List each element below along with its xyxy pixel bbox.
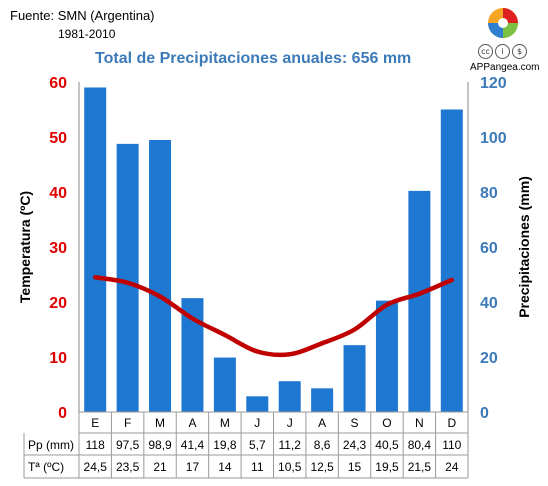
category-label: N: [415, 416, 424, 430]
right-tick-label: 60: [480, 240, 498, 257]
period-label: 1981-2010: [58, 27, 116, 41]
bar-1: [84, 87, 107, 412]
left-tick-label: 30: [49, 240, 67, 257]
bar-6: [246, 396, 269, 412]
chart-title: Total de Precipitaciones anuales: 656 mm: [95, 50, 412, 67]
puzzle-logo-icon: [488, 8, 518, 38]
table-cell: 19,5: [375, 460, 399, 474]
temperature-line: [92, 275, 455, 358]
table-cell: 11: [251, 460, 264, 474]
table-cell: 24: [445, 460, 459, 474]
table-row-label: Tª (ºC): [28, 460, 64, 474]
bar-12: [440, 109, 463, 412]
table-cell: 12,5: [310, 460, 334, 474]
table-cell: 11,2: [278, 438, 301, 452]
table-cell: 17: [186, 460, 200, 474]
bar-9: [343, 345, 366, 412]
left-tick-label: 20: [49, 295, 67, 312]
left-tick-label: 0: [58, 405, 67, 422]
nc-icon: $: [512, 44, 527, 59]
cc-icon: cc: [478, 44, 493, 59]
left-tick-label: 40: [49, 185, 67, 202]
category-label: J: [287, 416, 293, 430]
category-label: S: [351, 416, 359, 430]
brand-label: APPangea.com: [470, 62, 540, 73]
bar-10: [375, 300, 398, 412]
right-axis-title: Precipitaciones (mm): [516, 176, 532, 318]
table-cell: 21,5: [408, 460, 432, 474]
left-tick-label: 60: [49, 75, 67, 92]
bar-11: [408, 190, 431, 412]
category-label: M: [155, 416, 165, 430]
category-label: M: [220, 416, 230, 430]
bar-8: [311, 388, 334, 412]
left-tick-label: 10: [49, 350, 67, 367]
bar-7: [278, 381, 301, 412]
right-tick-label: 100: [480, 130, 507, 147]
table-cell: 80,4: [408, 438, 432, 452]
left-tick-label: 50: [49, 130, 67, 147]
data-table: E F M A M J J A S O N D Pp (mm) 118 97,5 98,9 41,4 19,8 5,…: [23, 411, 469, 479]
table-cell: 10,5: [278, 460, 302, 474]
precipitation-bars: [84, 87, 463, 412]
chart-axes: 0 10 20 30 40 50 60 0 20 40 60 80 100 120 Temperatura …: [17, 75, 532, 422]
table-cell: 15: [348, 460, 362, 474]
table-cell: 97,5: [116, 438, 140, 452]
category-label: D: [447, 416, 456, 430]
right-tick-label: 20: [480, 350, 498, 367]
license-badges: cc i $: [478, 44, 527, 59]
category-label: J: [254, 416, 260, 430]
table-row-label: Pp (mm): [28, 438, 74, 452]
source-label: Fuente: SMN (Argentina): [10, 8, 155, 23]
category-label: F: [124, 416, 131, 430]
table-cell: 40,5: [375, 438, 399, 452]
bar-2: [116, 143, 139, 412]
category-label: A: [188, 416, 196, 430]
right-tick-label: 0: [480, 405, 489, 422]
table-cell: 5,7: [249, 438, 266, 452]
category-label: E: [91, 416, 99, 430]
table-cell: 98,9: [148, 438, 172, 452]
right-tick-label: 40: [480, 295, 498, 312]
right-tick-label: 80: [480, 185, 498, 202]
bar-3: [149, 140, 172, 412]
table-cell: 110: [442, 438, 461, 452]
table-cell: 118: [86, 438, 105, 452]
table-cell: 19,8: [213, 438, 237, 452]
table-cell: 8,6: [314, 438, 331, 452]
table-cell: 14: [218, 460, 232, 474]
temperature-curve: [92, 275, 455, 358]
table-cell: 24,5: [84, 460, 108, 474]
left-axis-title: Temperatura (ºC): [17, 191, 33, 303]
bar-4: [181, 298, 204, 412]
right-tick-label: 120: [480, 75, 507, 92]
table-cell: 24,3: [343, 438, 367, 452]
by-icon: i: [495, 44, 510, 59]
table-cell: 41,4: [181, 438, 205, 452]
table-cell: 21: [153, 460, 167, 474]
bar-5: [213, 357, 236, 412]
category-label: A: [318, 416, 326, 430]
category-label: O: [382, 416, 391, 430]
table-cell: 23,5: [116, 460, 140, 474]
